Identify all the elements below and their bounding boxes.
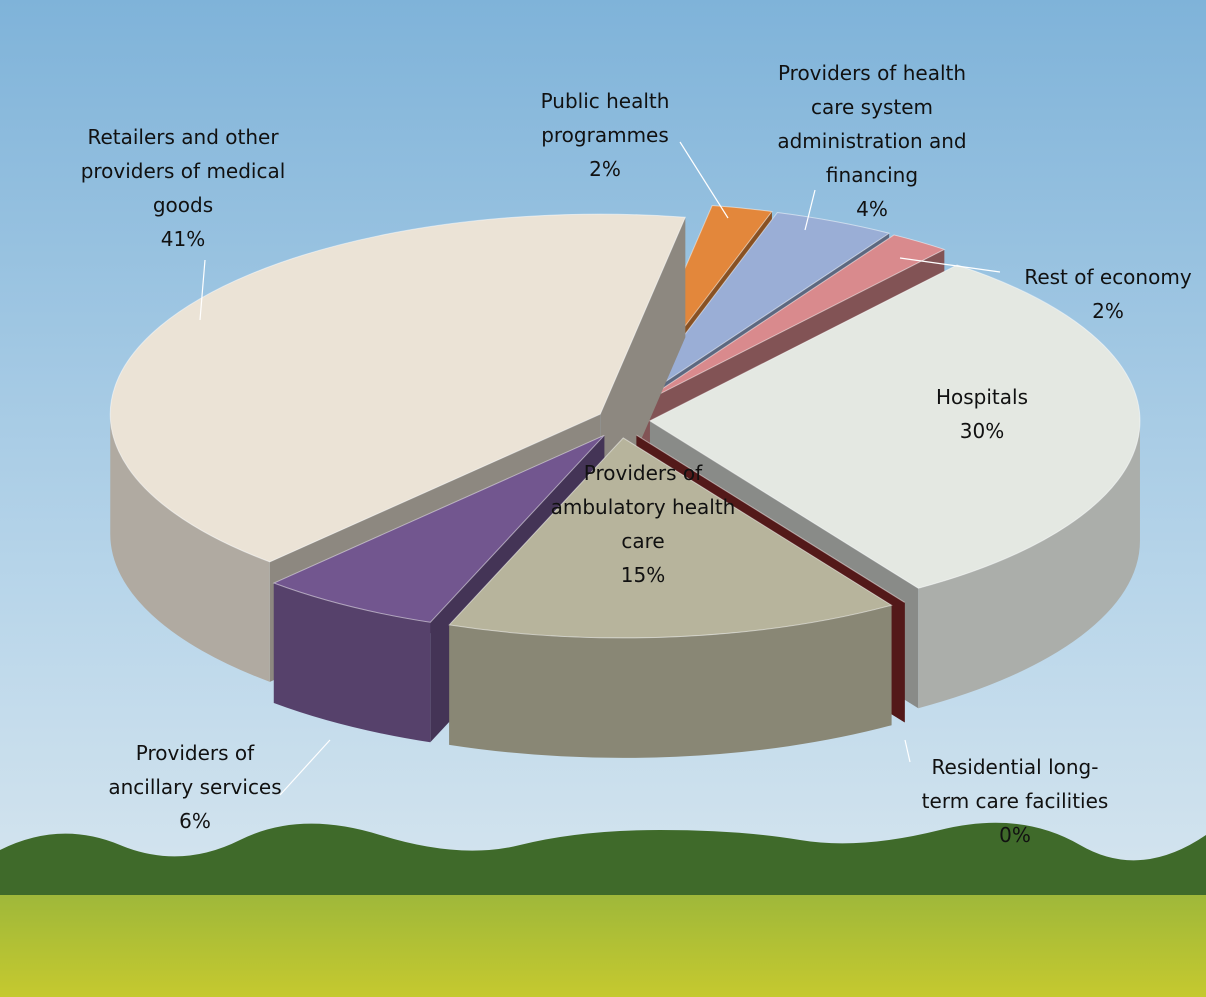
slice-side: [273, 583, 431, 743]
slice-value-label: 15%: [620, 563, 666, 587]
slice-top: [637, 234, 946, 406]
leader-line: [899, 257, 1001, 273]
slice-top: [109, 213, 687, 563]
slice-side: [449, 605, 892, 758]
slice-label: Hospitals 30%: [907, 380, 1057, 448]
slice-category-label: Residential long-term care facilities: [921, 755, 1109, 813]
slice-label: Providers of ambulatory health care 15%: [533, 456, 753, 592]
slice-category-label: Providers of ancillary services: [108, 741, 282, 799]
slice-category-label: Providers of health care system administ…: [777, 61, 967, 187]
slice: [448, 437, 893, 758]
field: [0, 895, 1206, 997]
slice-category-label: Public health programmes: [540, 89, 670, 147]
leader-line: [679, 141, 729, 219]
slice-top: [448, 437, 893, 639]
slice-value-label: 2%: [1092, 299, 1124, 323]
slice-value-label: 6%: [179, 809, 211, 833]
slice-category-label: Retailers and other providers of medical…: [80, 125, 286, 217]
leader-line: [199, 259, 206, 321]
slice-top: [631, 212, 891, 405]
slice-category-label: Hospitals: [935, 385, 1029, 409]
leader-line: [279, 739, 331, 796]
slice-value-label: 0%: [999, 823, 1031, 847]
slice-label: Rest of economy 2%: [1013, 260, 1203, 328]
slice-top: [648, 264, 1141, 589]
slice-value-label: 4%: [856, 197, 888, 221]
leader-line: [904, 739, 911, 763]
slice-side: [110, 414, 270, 682]
pie: [109, 205, 1141, 758]
slice-value-label: 30%: [959, 419, 1005, 443]
slice-value-label: 41%: [160, 227, 206, 251]
slice-label: Retailers and other providers of medical…: [63, 120, 303, 256]
slice-side: [918, 420, 1140, 709]
slice-category-label: Providers of ambulatory health care: [550, 461, 736, 553]
slice-label: Public health programmes 2%: [520, 84, 690, 186]
slice-label: Providers of health care system administ…: [757, 56, 987, 226]
slice-value-label: 2%: [589, 157, 621, 181]
tree-line: [0, 822, 1206, 905]
leader-line: [804, 189, 816, 231]
leader-lines: [199, 141, 1001, 796]
slice-label: Providers of ancillary services 6%: [95, 736, 295, 838]
slice-top: [272, 434, 605, 623]
slice-category-label: Rest of economy: [1024, 265, 1192, 289]
slice-label: Residential long-term care facilities 0%: [910, 750, 1120, 852]
